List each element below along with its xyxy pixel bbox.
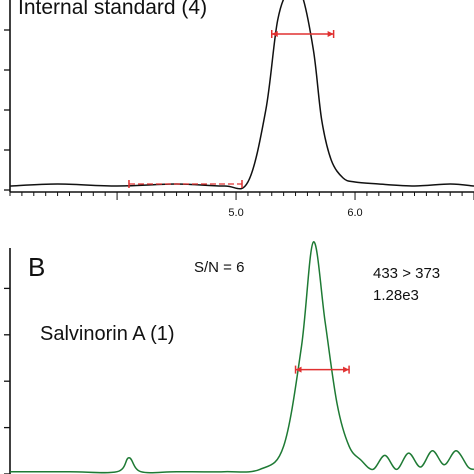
x-tick-label-5: 5.0 xyxy=(228,207,243,219)
peak-width-arrow-left xyxy=(295,366,302,373)
panel-b-trace xyxy=(10,241,474,474)
intensity-label: 1.28e3 xyxy=(373,287,419,304)
peak-width-arrow-right xyxy=(343,366,350,373)
panel-b: B S/N = 6 433 > 373 1.28e3 Salvinorin A … xyxy=(4,241,474,474)
panel-a-y-ticks xyxy=(4,29,10,191)
panel-b-letter: B xyxy=(28,252,45,282)
mrm-transition: 433 > 373 xyxy=(373,265,440,282)
panel-a-noise-interval xyxy=(128,180,243,188)
panel-b-peak-width-marker xyxy=(294,365,350,374)
peak-width-arrow-left xyxy=(271,31,278,37)
sn-label: S/N = 6 xyxy=(194,259,244,276)
panel-b-y-ticks xyxy=(4,287,10,474)
panel-b-compound: Salvinorin A (1) xyxy=(40,323,175,345)
peak-width-arrow-right xyxy=(327,31,334,37)
panel-a-x-ticks xyxy=(9,192,474,200)
panel-a: Internal standard (4) 5.0 6.0 xyxy=(4,0,474,219)
panel-a-peak-width-marker xyxy=(270,30,335,38)
panel-a-trace xyxy=(9,0,474,190)
panel-a-title: Internal standard (4) xyxy=(18,0,207,19)
x-tick-label-6: 6.0 xyxy=(347,207,362,219)
